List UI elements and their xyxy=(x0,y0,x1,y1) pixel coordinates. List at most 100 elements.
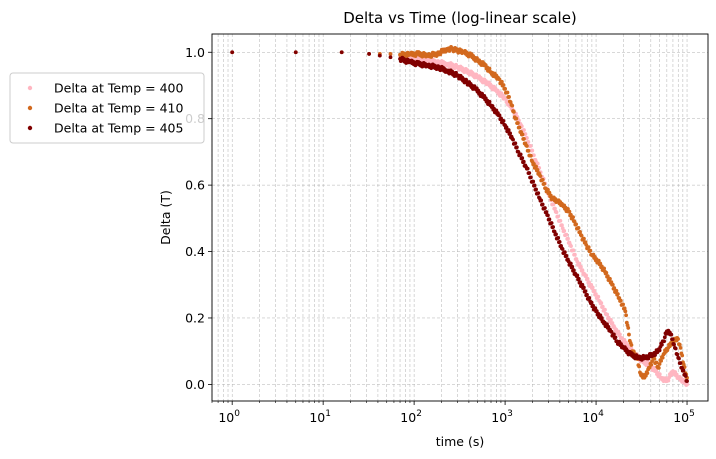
data-point xyxy=(685,379,689,383)
data-point xyxy=(599,301,604,305)
data-point xyxy=(612,286,617,290)
data-point xyxy=(592,288,597,293)
legend-label: Delta at Temp = 410 xyxy=(54,101,183,116)
data-point xyxy=(582,236,586,241)
data-point xyxy=(501,83,506,87)
data-point xyxy=(681,368,686,373)
data-point xyxy=(680,353,685,358)
y-tick-label: 1.0 xyxy=(185,45,205,60)
data-point xyxy=(599,316,604,320)
x-axis: 100 101 102 103 104 105 xyxy=(211,401,695,425)
x-tick-label: 101 xyxy=(309,409,331,425)
data-point xyxy=(560,223,564,228)
x-axis-title: time (s) xyxy=(436,434,484,449)
data-point xyxy=(514,116,519,121)
series-2-points xyxy=(230,45,689,380)
data-point xyxy=(615,292,620,296)
data-point xyxy=(527,171,532,175)
data-point xyxy=(560,247,565,251)
data-point xyxy=(629,343,634,347)
data-point xyxy=(678,361,683,366)
data-point xyxy=(556,214,560,219)
data-point xyxy=(575,273,580,278)
data-point xyxy=(566,236,570,241)
data-point xyxy=(487,66,492,71)
data-point xyxy=(577,261,582,266)
data-point xyxy=(515,121,520,125)
data-point xyxy=(540,202,545,207)
data-point xyxy=(579,233,584,238)
data-point xyxy=(514,145,519,150)
data-point xyxy=(547,217,552,222)
x-tick-label: 105 xyxy=(673,409,695,425)
data-point xyxy=(662,339,667,344)
data-point xyxy=(518,152,523,157)
data-point xyxy=(673,346,678,351)
data-point xyxy=(685,382,689,387)
data-point xyxy=(505,90,510,95)
y-tick-label: 0.2 xyxy=(185,310,205,325)
data-point xyxy=(608,276,612,281)
data-point xyxy=(524,136,529,140)
data-point xyxy=(487,99,492,104)
data-point xyxy=(339,50,344,55)
legend-label: Delta at Temp = 405 xyxy=(54,121,183,136)
data-point xyxy=(510,103,515,108)
data-point xyxy=(513,141,518,146)
data-point xyxy=(517,125,522,130)
data-point xyxy=(584,243,589,247)
data-point xyxy=(675,352,680,357)
data-point xyxy=(589,300,594,305)
data-point xyxy=(598,261,603,266)
data-point xyxy=(683,374,688,378)
data-point xyxy=(530,148,535,153)
legend-marker xyxy=(27,85,33,91)
data-point xyxy=(548,193,553,198)
data-point xyxy=(586,245,591,250)
data-point xyxy=(526,148,531,153)
data-point xyxy=(474,72,479,77)
data-point xyxy=(551,225,556,229)
data-point xyxy=(230,50,235,55)
data-point xyxy=(521,159,526,164)
chart-title: Delta vs Time (log-linear scale) xyxy=(343,9,577,27)
data-point xyxy=(626,326,631,330)
legend-frame xyxy=(9,72,205,144)
data-point xyxy=(499,116,503,121)
data-point xyxy=(536,191,541,195)
data-point xyxy=(652,356,657,361)
data-point xyxy=(528,153,533,158)
data-point xyxy=(587,295,592,300)
data-points xyxy=(230,45,689,387)
data-point xyxy=(511,137,515,142)
data-point xyxy=(549,221,554,225)
y-tick-label: 0.0 xyxy=(185,377,205,392)
data-point xyxy=(497,113,502,118)
data-point xyxy=(388,55,393,60)
data-point xyxy=(621,302,625,307)
data-point xyxy=(676,337,680,341)
data-point xyxy=(506,128,511,132)
data-point xyxy=(652,365,656,370)
data-point xyxy=(604,270,609,275)
data-point xyxy=(571,248,576,253)
legend-label: Delta at Temp = 400 xyxy=(54,81,183,96)
x-tick-label: 104 xyxy=(582,409,604,425)
data-point xyxy=(520,156,525,160)
data-point xyxy=(659,358,664,363)
data-point xyxy=(522,128,526,132)
data-point xyxy=(574,222,579,227)
data-point xyxy=(551,202,556,207)
y-tick-label: 0.6 xyxy=(185,178,205,193)
data-point xyxy=(584,273,589,278)
data-point xyxy=(662,335,667,340)
data-point xyxy=(534,164,538,169)
data-point xyxy=(526,140,531,144)
data-point xyxy=(508,131,513,136)
y-axis-title: Delta (T) xyxy=(158,190,173,245)
data-point xyxy=(523,132,528,136)
data-point xyxy=(677,342,682,347)
data-point xyxy=(553,206,557,211)
data-point xyxy=(618,298,623,303)
